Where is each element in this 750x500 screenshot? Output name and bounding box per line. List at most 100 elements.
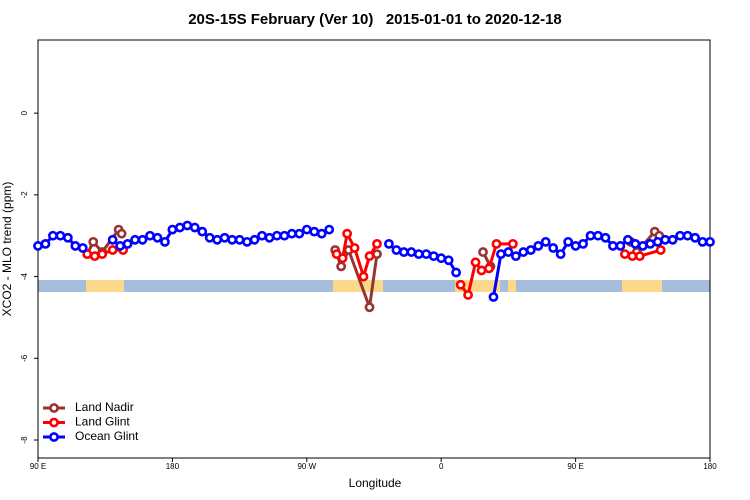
data-point — [488, 292, 499, 302]
data-point — [675, 230, 686, 241]
data-point — [660, 234, 671, 245]
data-point — [358, 271, 369, 282]
y-axis-label: XCO2 - MLO trend (ppm) — [0, 182, 14, 317]
data-point — [116, 228, 127, 239]
legend-marker — [49, 417, 59, 428]
x-tick-label: 90 E — [30, 462, 46, 471]
legend-marker — [49, 403, 59, 413]
data-point — [600, 232, 611, 243]
land-patch — [508, 280, 516, 292]
data-point — [690, 232, 700, 243]
data-point — [615, 241, 626, 251]
data-point — [301, 224, 312, 235]
x-tick-label: 180 — [166, 462, 180, 471]
data-point — [160, 236, 170, 247]
data-point — [107, 234, 118, 245]
data-point — [645, 238, 656, 249]
data-point — [62, 232, 73, 243]
data-point — [413, 249, 424, 260]
data-point — [349, 243, 360, 253]
data-point — [249, 234, 260, 245]
data-point — [122, 238, 133, 249]
data-point — [406, 247, 417, 257]
data-point — [443, 255, 454, 266]
data-point — [525, 245, 536, 255]
legend-label: Ocean Glint — [75, 429, 139, 443]
x-tick-label: 90 W — [297, 462, 316, 471]
data-point — [197, 226, 208, 237]
data-point — [227, 234, 238, 245]
data-point — [478, 247, 488, 257]
x-tick-label: 0 — [439, 462, 444, 471]
data-point — [667, 234, 678, 245]
data-point — [364, 302, 375, 313]
data-point — [697, 236, 708, 247]
data-point — [182, 220, 193, 231]
data-point — [496, 249, 506, 260]
x-axis-label: Longitude — [349, 476, 402, 490]
data-point — [272, 230, 282, 241]
data-point — [391, 245, 402, 255]
data-point — [491, 238, 502, 249]
data-point — [234, 234, 245, 245]
data-point — [503, 247, 514, 257]
data-point — [309, 226, 320, 237]
data-point — [705, 236, 715, 247]
data-point — [33, 241, 43, 251]
data-point — [286, 228, 297, 239]
data-point — [204, 232, 215, 243]
data-point — [40, 238, 51, 249]
data-point — [421, 249, 432, 260]
data-point — [540, 236, 551, 247]
data-point — [242, 236, 252, 247]
data-point — [622, 234, 633, 245]
land-patch — [455, 280, 500, 292]
data-point — [682, 230, 693, 241]
data-point — [337, 253, 348, 264]
data-point — [279, 230, 290, 241]
data-point — [88, 236, 99, 247]
data-point — [130, 234, 140, 245]
data-point — [372, 238, 382, 249]
data-point — [630, 238, 641, 249]
data-point — [324, 224, 335, 235]
data-point — [342, 228, 353, 239]
data-point — [115, 241, 126, 251]
data-point — [463, 290, 473, 300]
data-point — [264, 232, 275, 243]
data-point — [55, 230, 66, 241]
data-point — [97, 249, 108, 260]
data-point — [455, 279, 466, 290]
data-point — [533, 241, 544, 251]
data-point — [634, 251, 645, 262]
data-point — [152, 232, 163, 243]
data-point — [436, 253, 447, 264]
data-point — [48, 230, 58, 241]
data-point — [77, 243, 88, 253]
data-point — [212, 234, 223, 245]
data-point — [167, 224, 178, 235]
data-point — [257, 230, 267, 241]
data-point — [555, 249, 566, 260]
data-point — [372, 249, 382, 260]
data-point — [484, 263, 494, 274]
y-tick-label: -2 — [20, 191, 29, 199]
data-point — [364, 251, 375, 262]
data-point — [137, 234, 148, 245]
data-point — [70, 241, 81, 251]
chart-title: 20S-15S February (Ver 10) 2015-01-01 to … — [188, 11, 562, 28]
data-point — [585, 230, 596, 241]
data-point — [294, 228, 305, 239]
data-point — [619, 249, 630, 260]
data-point — [174, 222, 185, 233]
data-point — [219, 232, 230, 243]
y-tick-label: -6 — [20, 354, 29, 362]
data-point — [570, 241, 581, 251]
data-point — [652, 236, 663, 247]
legend-label: Land Glint — [75, 415, 130, 429]
data-point — [507, 238, 518, 249]
data-point — [476, 265, 487, 276]
data-point — [398, 247, 409, 257]
data-point — [145, 230, 155, 241]
